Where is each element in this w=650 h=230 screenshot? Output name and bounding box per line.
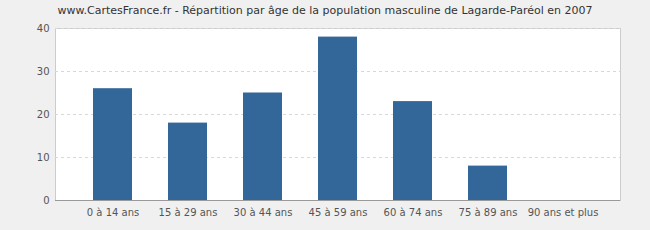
- svg-text:45 à 59 ans: 45 à 59 ans: [309, 207, 368, 218]
- svg-text:75 à 89 ans: 75 à 89 ans: [459, 207, 518, 218]
- svg-text:0: 0: [43, 195, 49, 206]
- svg-text:10: 10: [37, 152, 50, 163]
- svg-text:90 ans et plus: 90 ans et plus: [528, 207, 599, 218]
- svg-text:40: 40: [37, 23, 50, 34]
- svg-text:0 à 14 ans: 0 à 14 ans: [87, 207, 139, 218]
- svg-text:30: 30: [37, 66, 50, 77]
- svg-text:60 à 74 ans: 60 à 74 ans: [384, 207, 443, 218]
- html-text:www.CartesFrance.fr - Répartit: www.CartesFrance.fr - Répartition par âg…: [57, 4, 593, 17]
- svg-text:15 à 29 ans: 15 à 29 ans: [159, 207, 218, 218]
- svg-text:20: 20: [37, 109, 50, 120]
- svg-text:30 à 44 ans: 30 à 44 ans: [234, 207, 293, 218]
